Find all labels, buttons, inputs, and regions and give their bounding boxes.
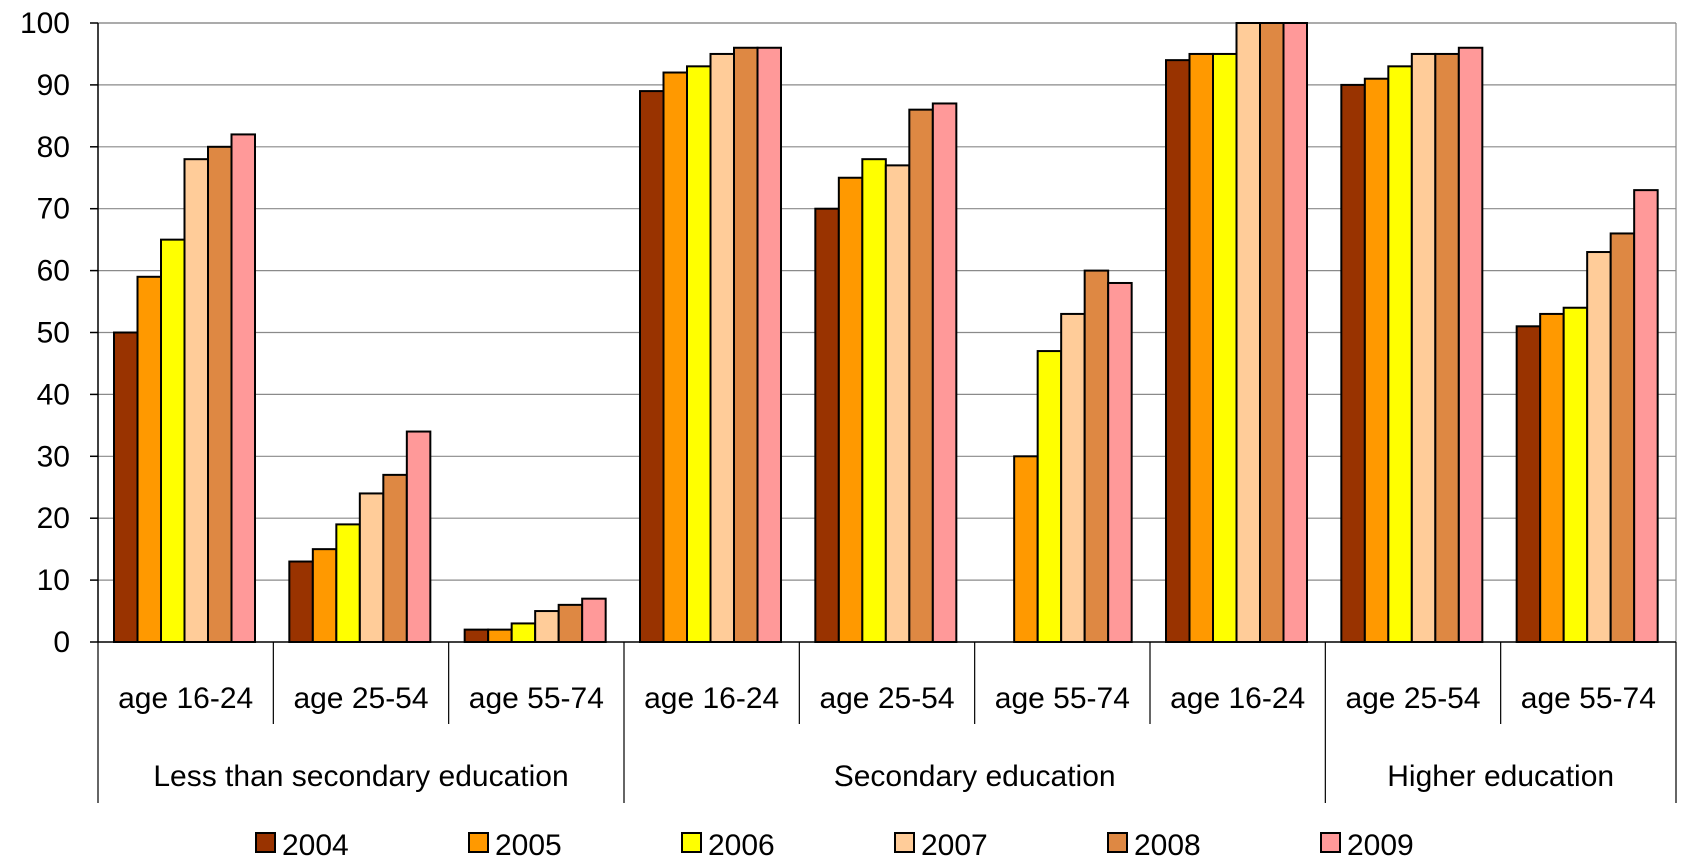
bar-2006-8 bbox=[1562, 306, 1589, 643]
x-category-label: age 55-74 bbox=[995, 682, 1130, 715]
x-group-label: Secondary education bbox=[834, 760, 1116, 793]
bar-2006-4 bbox=[861, 158, 887, 643]
legend-swatch-2008 bbox=[1107, 832, 1128, 853]
bar-2009-8 bbox=[1633, 189, 1659, 643]
legend-label-2009: 2009 bbox=[1347, 829, 1414, 862]
bar-2007-4 bbox=[884, 164, 911, 643]
bar-2006-7 bbox=[1387, 65, 1413, 643]
y-tick-label: 20 bbox=[37, 502, 70, 535]
legend-swatch-2005 bbox=[468, 832, 489, 853]
bar-2009-3 bbox=[756, 46, 782, 643]
bar-2009-4 bbox=[931, 102, 958, 644]
bar-2007-6 bbox=[1235, 22, 1261, 643]
x-category-label: age 25-54 bbox=[819, 682, 954, 715]
x-group-label: Less than secondary education bbox=[153, 760, 568, 793]
bar-2006-1 bbox=[335, 523, 361, 644]
bar-2004-4 bbox=[814, 207, 840, 643]
bar-2004-0 bbox=[113, 331, 139, 643]
bar-2004-3 bbox=[639, 90, 665, 643]
legend-label-2005: 2005 bbox=[495, 829, 562, 862]
bar-2005-0 bbox=[136, 275, 162, 643]
x-category-label: age 25-54 bbox=[1345, 682, 1480, 715]
bar-2004-8 bbox=[1515, 325, 1542, 643]
bar-2008-2 bbox=[557, 603, 584, 643]
bar-2008-5 bbox=[1083, 269, 1110, 643]
bar-2005-2 bbox=[487, 628, 513, 643]
bar-2005-6 bbox=[1188, 52, 1214, 643]
bar-2006-3 bbox=[686, 65, 712, 643]
bar-2004-2 bbox=[463, 628, 490, 643]
bar-2008-7 bbox=[1434, 52, 1460, 643]
y-tick-label: 90 bbox=[37, 69, 70, 102]
bar-2006-6 bbox=[1212, 52, 1238, 643]
legend-label-2006: 2006 bbox=[708, 829, 775, 862]
bar-2005-7 bbox=[1363, 77, 1390, 643]
bar-2009-2 bbox=[581, 597, 607, 643]
x-category-label: age 16-24 bbox=[644, 682, 779, 715]
x-category-label: age 16-24 bbox=[1170, 682, 1305, 715]
y-tick-label: 40 bbox=[37, 378, 70, 411]
y-tick-label: 0 bbox=[53, 626, 70, 659]
bar-2007-1 bbox=[358, 492, 385, 643]
legend-label-2008: 2008 bbox=[1134, 829, 1201, 862]
bar-2008-0 bbox=[207, 145, 233, 644]
legend-swatch-2007 bbox=[894, 832, 915, 853]
bar-2005-1 bbox=[311, 548, 338, 644]
legend-label-2004: 2004 bbox=[282, 829, 349, 862]
bar-2006-2 bbox=[510, 622, 537, 643]
bar-2008-8 bbox=[1609, 232, 1636, 644]
bar-2008-3 bbox=[733, 46, 759, 643]
legend-swatch-2004 bbox=[255, 832, 276, 853]
x-category-label: age 55-74 bbox=[1521, 682, 1656, 715]
bar-2007-7 bbox=[1410, 52, 1437, 643]
bar-2005-5 bbox=[1013, 455, 1039, 643]
bar-2008-6 bbox=[1259, 22, 1285, 643]
legend-swatch-2006 bbox=[681, 832, 702, 853]
y-tick-label: 80 bbox=[37, 131, 70, 164]
bar-2004-1 bbox=[288, 560, 314, 644]
bar-2008-1 bbox=[382, 473, 408, 643]
bar-2009-6 bbox=[1282, 22, 1308, 643]
x-category-label: age 55-74 bbox=[469, 682, 604, 715]
bar-2004-6 bbox=[1165, 59, 1191, 643]
bar-2005-4 bbox=[837, 176, 864, 643]
bar-2005-8 bbox=[1539, 312, 1565, 643]
y-tick-label: 60 bbox=[37, 255, 70, 288]
bar-2009-5 bbox=[1107, 281, 1133, 643]
x-category-label: age 16-24 bbox=[118, 682, 253, 715]
y-tick-label: 30 bbox=[37, 440, 70, 473]
bar-2007-3 bbox=[709, 52, 735, 643]
bar-2005-3 bbox=[662, 71, 688, 643]
y-tick-label: 10 bbox=[37, 564, 70, 597]
bar-2009-0 bbox=[230, 133, 256, 643]
y-tick-label: 50 bbox=[37, 317, 70, 350]
bar-2007-2 bbox=[534, 610, 560, 643]
y-tick-label: 70 bbox=[37, 193, 70, 226]
x-category-label: age 25-54 bbox=[293, 682, 428, 715]
x-group-label: Higher education bbox=[1387, 760, 1614, 793]
bar-2006-5 bbox=[1036, 350, 1063, 643]
legend-swatch-2009 bbox=[1320, 832, 1341, 853]
bar-2009-1 bbox=[405, 430, 432, 644]
bar-2004-7 bbox=[1340, 83, 1366, 643]
y-tick-label: 100 bbox=[20, 7, 70, 40]
bar-2006-0 bbox=[160, 238, 186, 643]
bar-2008-4 bbox=[908, 108, 934, 644]
bar-2007-0 bbox=[183, 158, 209, 643]
bar-2009-7 bbox=[1457, 46, 1484, 643]
legend-label-2007: 2007 bbox=[921, 829, 988, 862]
bar-2007-8 bbox=[1586, 251, 1612, 643]
bar-2007-5 bbox=[1060, 312, 1086, 643]
